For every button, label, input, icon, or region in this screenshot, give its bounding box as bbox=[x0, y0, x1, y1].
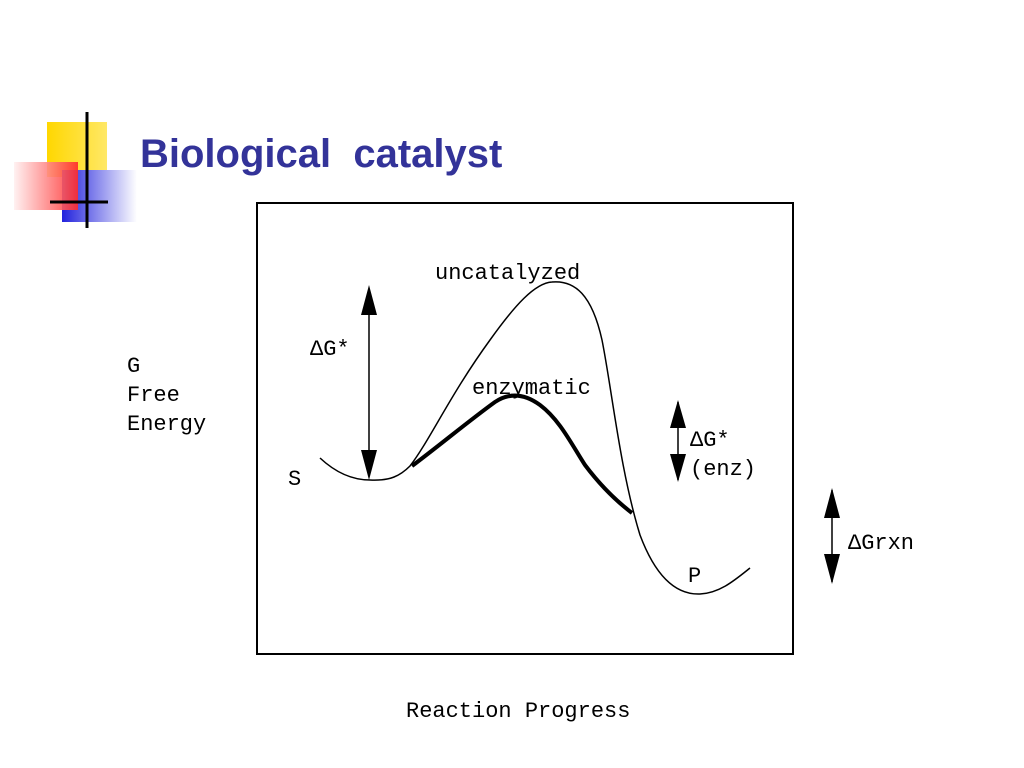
x-label: Reaction Progress bbox=[406, 699, 630, 724]
annotation: ΔGrxn bbox=[848, 531, 914, 556]
y-label: Free bbox=[127, 383, 180, 408]
annotation: ΔG* bbox=[690, 428, 730, 453]
state-label: S bbox=[288, 467, 301, 492]
curve-label: enzymatic bbox=[472, 376, 591, 401]
enzymatic-curve bbox=[410, 393, 634, 515]
curve-label: uncatalyzed bbox=[435, 261, 580, 286]
state-label: P bbox=[688, 564, 701, 589]
y-label: Energy bbox=[127, 412, 206, 437]
diagram-frame bbox=[256, 202, 794, 655]
logo bbox=[14, 112, 137, 228]
uncatalyzed-curve bbox=[319, 281, 751, 595]
arrow-heads bbox=[670, 400, 686, 482]
title: Biological catalyst bbox=[140, 132, 502, 176]
annotation: ΔG* bbox=[310, 337, 350, 362]
annotation: (enz) bbox=[690, 457, 756, 482]
arrow-heads bbox=[824, 488, 840, 584]
y-label: G bbox=[127, 354, 140, 379]
